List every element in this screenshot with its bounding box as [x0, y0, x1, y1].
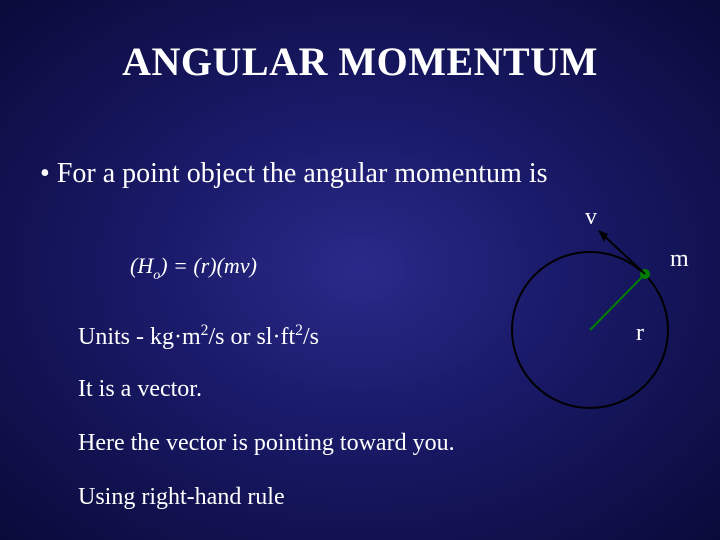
- body-line-1: It is a vector.: [78, 376, 202, 403]
- diagram: [490, 230, 690, 430]
- v-label: v: [585, 204, 597, 231]
- slide: ANGULAR MOMENTUM For a point object the …: [0, 0, 720, 540]
- formula: (Ho) = (r)(mv): [130, 250, 310, 282]
- body-line-3: Using right-hand rule: [78, 484, 285, 511]
- units-prefix: Units - kg·m: [78, 324, 201, 350]
- units-mid: /s or sl·ft: [208, 324, 295, 350]
- units-sup2: 2: [295, 322, 303, 339]
- bullet-line: For a point object the angular momentum …: [40, 158, 548, 190]
- svg-text:(Ho) = (r)(mv): (Ho) = (r)(mv): [130, 253, 257, 282]
- body-line-2: Here the vector is pointing toward you.: [78, 430, 455, 457]
- slide-title: ANGULAR MOMENTUM: [0, 38, 720, 85]
- units-line: Units - kg·m2/s or sl·ft2/s: [78, 322, 319, 351]
- radius-line: [590, 274, 645, 330]
- units-suffix: /s: [303, 324, 319, 350]
- velocity-arrowhead: [598, 230, 608, 242]
